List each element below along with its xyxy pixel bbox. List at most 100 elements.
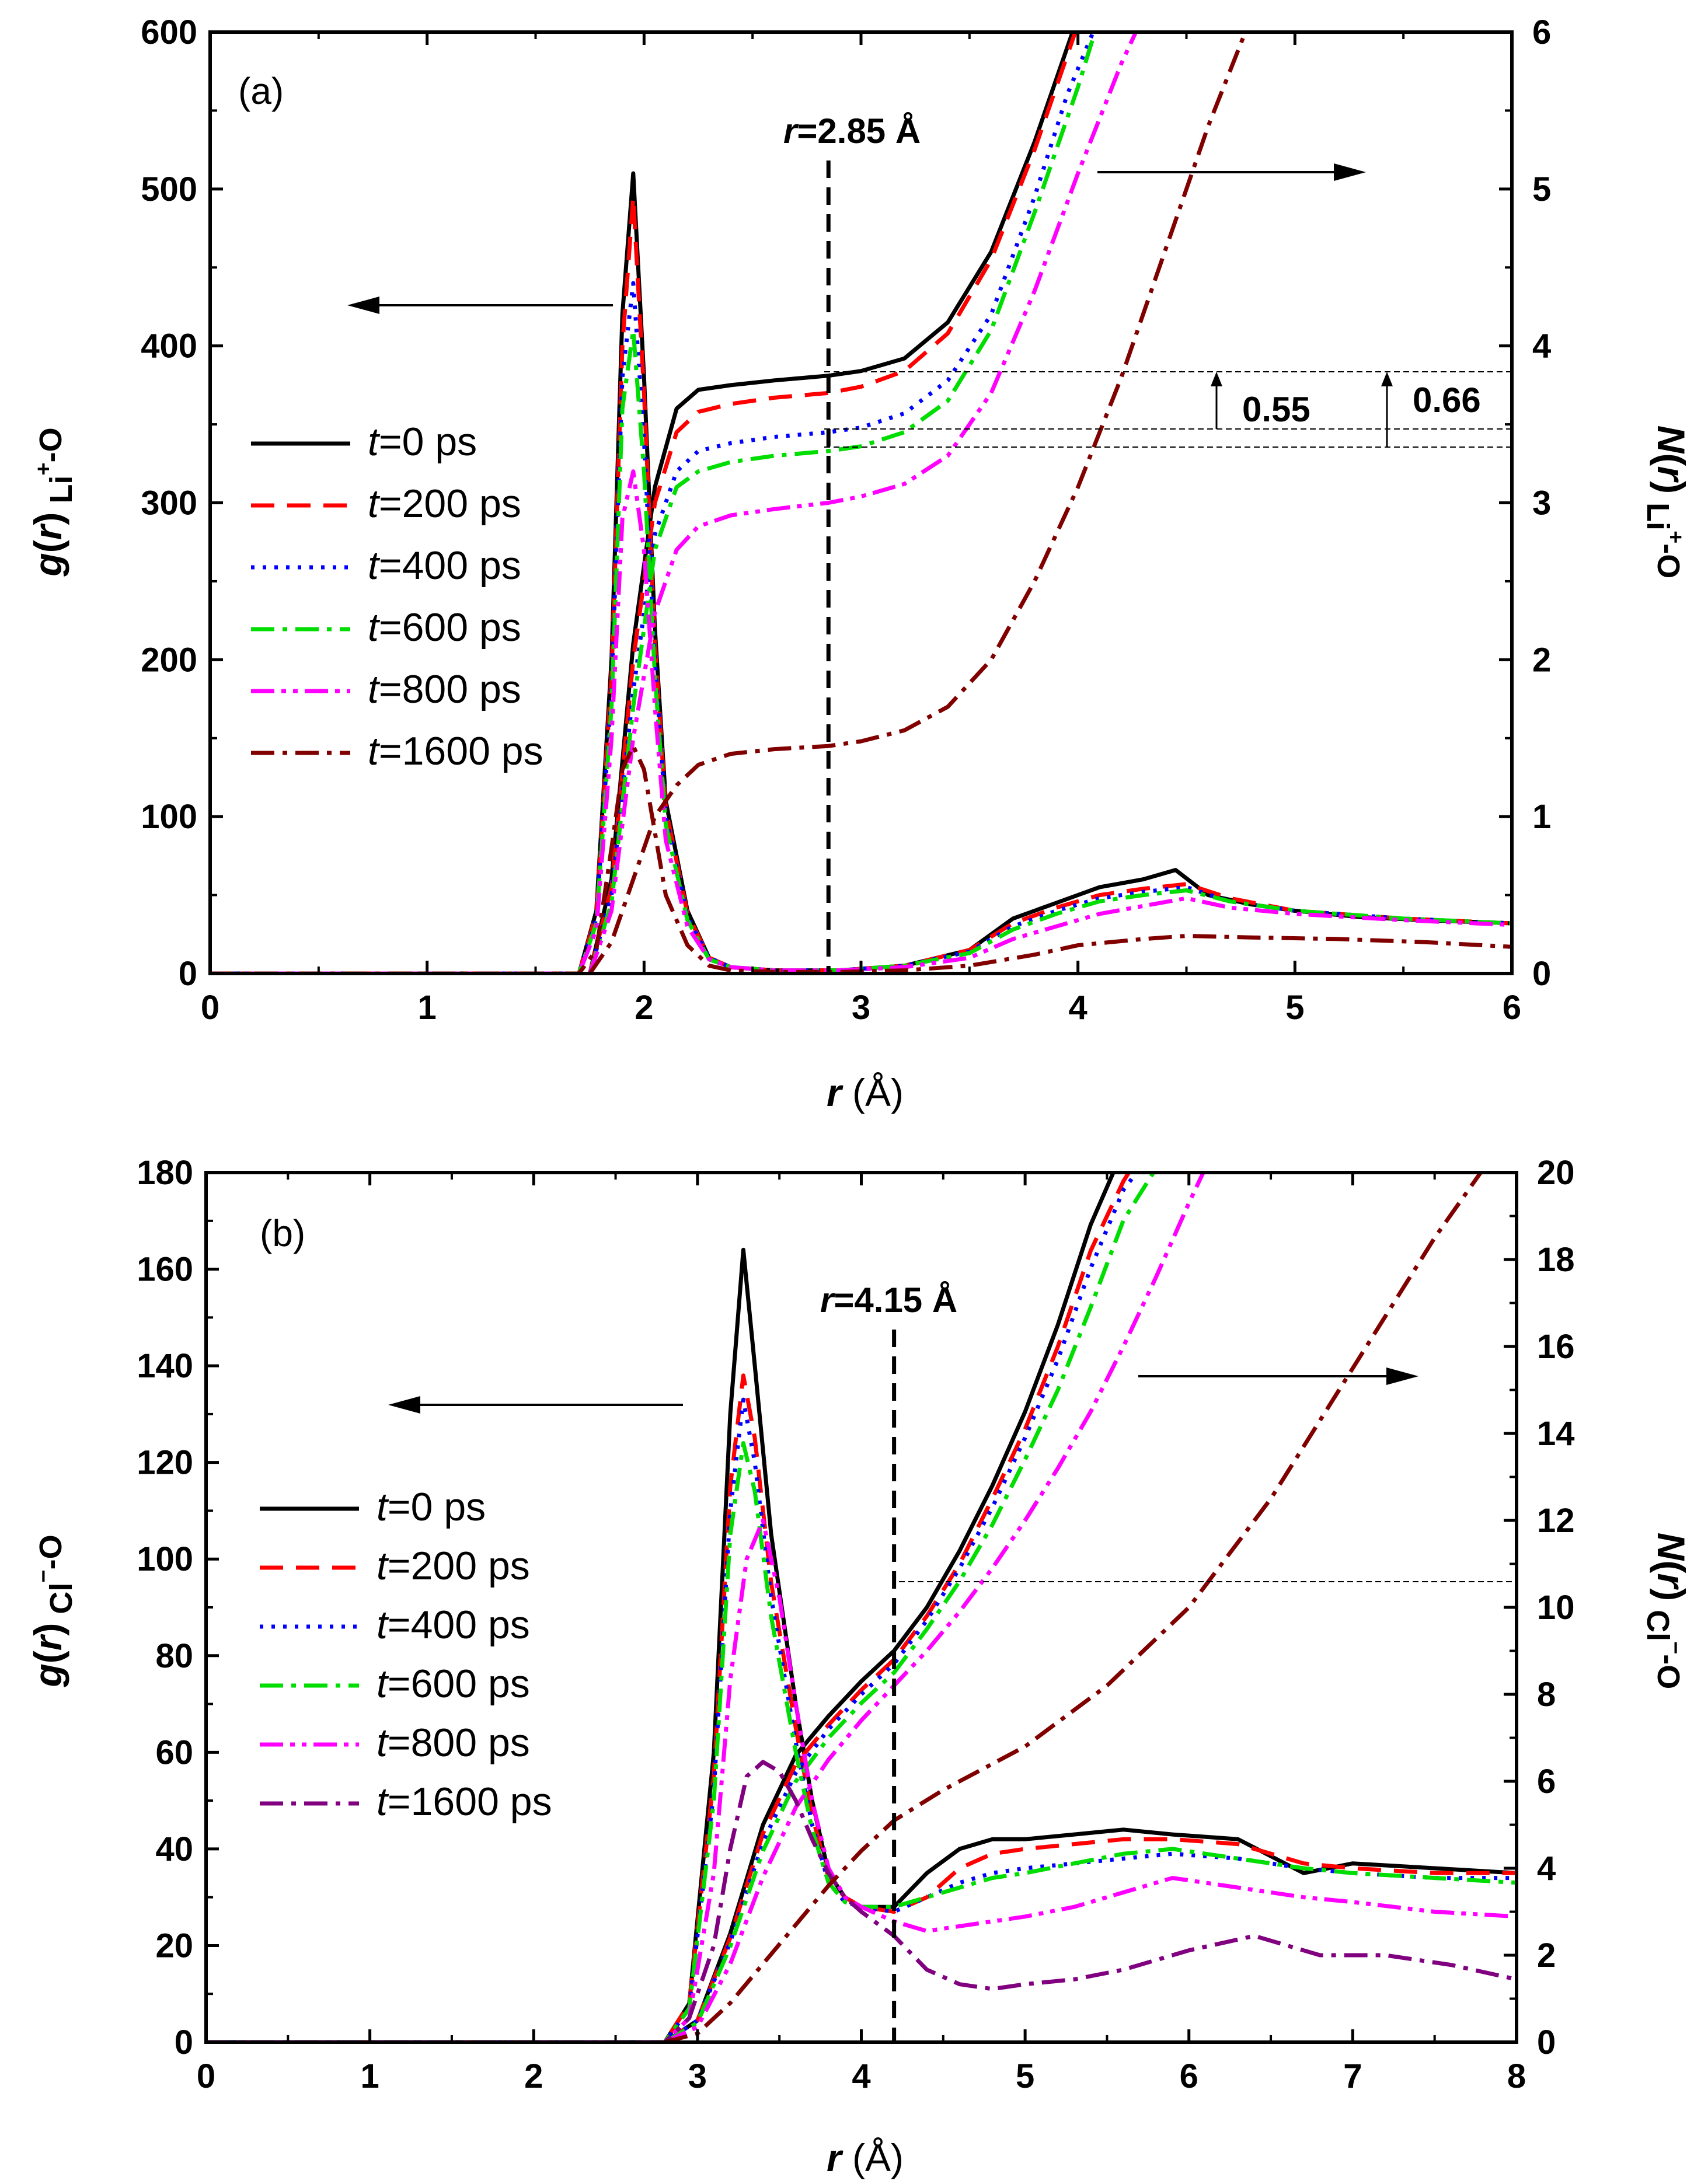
panel-a-right-arrow (1097, 163, 1366, 181)
panel-a-N-line-1 (588, 32, 1078, 974)
panel-b-x-tick-label: 7 (1343, 2057, 1362, 2095)
panel-b-x-tick-label: 3 (688, 2057, 707, 2095)
panel-b-N-line-0 (663, 1173, 1116, 2042)
panel-a-yr-tick-label: 6 (1532, 13, 1551, 51)
panel-a-yl-tick-label: 600 (141, 13, 197, 51)
panel-b-g-line-2 (206, 1397, 1517, 2042)
panel-a-yr-tick-label: 3 (1532, 484, 1551, 522)
panel-a-x-tick-label: 2 (635, 989, 653, 1027)
panel-b-legend-label-4: t=800 ps (377, 1721, 530, 1765)
panel-b-x-tick-label: 1 (360, 2057, 379, 2095)
panel-a-N-line-2 (588, 32, 1096, 974)
panel-b: 0 1 2 3 4 5 6 7 80204060801001201401601800246810… (26, 1154, 1693, 2179)
panel-b-xlabel: r (Å) (827, 2136, 904, 2179)
panel-a-yr-tick-label: 0 (1532, 955, 1551, 993)
panel-b-yr-tick-label: 20 (1537, 1154, 1575, 1192)
panel-a-delta-055: 0.55 (1242, 390, 1310, 429)
panel-a-delta-lines (824, 371, 1512, 448)
panel-a-N-line-0 (587, 32, 1075, 974)
panel-b-g-line-5 (206, 1760, 1517, 2042)
panel-b-legend: t=0 ps t=200 ps t=400 ps t=600 ps t=800 ps t=… (260, 1485, 552, 1824)
panel-b-label: (b) (260, 1212, 305, 1254)
panel-b-ylabel-left: g(r) Cl−-O (26, 1534, 79, 1687)
panel-a-legend: t=0 ps t=200 ps t=400 ps t=600 ps t=800 ps t=… (251, 420, 543, 773)
panel-a-x-tick-label: 3 (852, 989, 870, 1027)
panel-a-legend-label-3: t=600 ps (368, 605, 521, 650)
panel-a-g-line-5 (210, 744, 1512, 974)
panel-a-xlabel: r (Å) (827, 1071, 904, 1114)
panel-b-x-tick-label: 2 (524, 2057, 543, 2095)
panel-b-yr-tick-label: 0 (1537, 2023, 1556, 2061)
panel-a-ylabel-right: N(r) Li+-O (1640, 425, 1693, 579)
panel-a-yl-tick-label: 200 (141, 641, 197, 679)
panel-a-yr-tick-label: 1 (1532, 798, 1551, 836)
panel-b-x-tick-label: 8 (1507, 2057, 1526, 2095)
panel-b-yr-tick-label: 16 (1537, 1328, 1575, 1366)
panel-b-plot-area (206, 1173, 1517, 2042)
panel-a-N-line-3 (588, 32, 1097, 974)
panel-b-yr-tick-label: 4 (1537, 1850, 1556, 1888)
panel-a-N-line-5 (588, 32, 1248, 974)
panel-b-x-tick-label: 5 (1016, 2057, 1034, 2095)
panel-b-annotation-r: r=4.15 Å (820, 1281, 957, 1320)
panel-b-x-tick-label: 6 (1180, 2057, 1198, 2095)
panel-b-legend-label-5: t=1600 ps (377, 1780, 552, 1824)
panel-a-N-line-4 (588, 32, 1138, 974)
panel-a-legend-label-2: t=400 ps (368, 543, 521, 588)
panel-b-yr-tick-label: 6 (1537, 1763, 1556, 1801)
panel-b-ticks: 0 1 2 3 4 5 6 7 80204060801001201401601800246810… (137, 1154, 1574, 2095)
panel-b-yl-tick-label: 60 (155, 1733, 193, 1771)
panel-b-legend-label-2: t=400 ps (377, 1603, 530, 1647)
panel-b-legend-label-3: t=600 ps (377, 1662, 530, 1706)
panel-a-g-line-1 (210, 194, 1512, 974)
panel-a-delta-066: 0.66 (1413, 381, 1481, 420)
panel-a-ylabel-left: g(r) Li+-O (26, 427, 79, 577)
panel-b-g-line-4 (206, 1518, 1517, 2042)
panel-b-yl-tick-label: 160 (137, 1251, 193, 1289)
panel-b-x-tick-label: 4 (852, 2057, 870, 2095)
panel-b-x-tick-label: 0 (197, 2057, 215, 2095)
panel-a-x-tick-label: 6 (1503, 989, 1521, 1027)
panel-b-N-line-2 (663, 1173, 1139, 2042)
panel-a-plot-area (210, 32, 1512, 974)
panel-b-left-arrow (388, 1396, 683, 1414)
panel-a-yr-tick-label: 2 (1532, 641, 1551, 679)
panel-b-yl-tick-label: 0 (175, 2023, 193, 2061)
panel-a-yl-tick-label: 300 (141, 484, 197, 522)
panel-a-yr-tick-label: 4 (1532, 327, 1551, 365)
panel-a-x-tick-label: 0 (201, 989, 219, 1027)
panel-b-yl-tick-label: 120 (137, 1444, 193, 1482)
panel-a-legend-label-0: t=0 ps (368, 420, 477, 464)
panel-b-yl-tick-label: 40 (155, 1830, 193, 1868)
panel-b-right-arrow (1138, 1367, 1418, 1385)
panel-a-annotation-r: r=2.85 Å (783, 111, 921, 151)
panel-b-yl-tick-label: 180 (137, 1154, 193, 1192)
panel-b-yr-tick-label: 8 (1537, 1676, 1556, 1714)
panel-b-yr-tick-label: 14 (1537, 1415, 1575, 1453)
panel-b-yr-tick-label: 10 (1537, 1589, 1575, 1627)
panel-a-legend-label-5: t=1600 ps (368, 729, 543, 773)
panel-b-legend-label-1: t=200 ps (377, 1544, 530, 1588)
panel-a-x-tick-label: 4 (1069, 989, 1087, 1027)
panel-b-g-line-1 (206, 1373, 1517, 2042)
panel-b-yr-tick-label: 2 (1537, 1937, 1556, 1974)
panel-a-label: (a) (238, 70, 284, 112)
panel-b-yl-tick-label: 80 (155, 1637, 193, 1675)
panel-b-N-line-1 (663, 1173, 1131, 2042)
panel-b-yl-tick-label: 20 (155, 1927, 193, 1965)
panel-a-yr-tick-label: 5 (1532, 170, 1551, 208)
panel-b-yl-tick-label: 100 (137, 1540, 193, 1578)
panel-a-legend-label-1: t=200 ps (368, 482, 521, 526)
panel-a-legend-label-4: t=800 ps (368, 667, 521, 711)
panel-b-yr-tick-label: 18 (1537, 1241, 1575, 1279)
panel-a-x-tick-label: 1 (418, 989, 437, 1027)
panel-b-yl-tick-label: 140 (137, 1347, 193, 1385)
panel-b-g-line-3 (206, 1441, 1517, 2042)
panel-a-yl-tick-label: 400 (141, 327, 197, 365)
panel-b-ylabel-right: N(r) Cl−-O (1640, 1533, 1693, 1690)
panel-a-x-tick-label: 5 (1285, 989, 1304, 1027)
panel-a-left-arrow (347, 296, 613, 314)
